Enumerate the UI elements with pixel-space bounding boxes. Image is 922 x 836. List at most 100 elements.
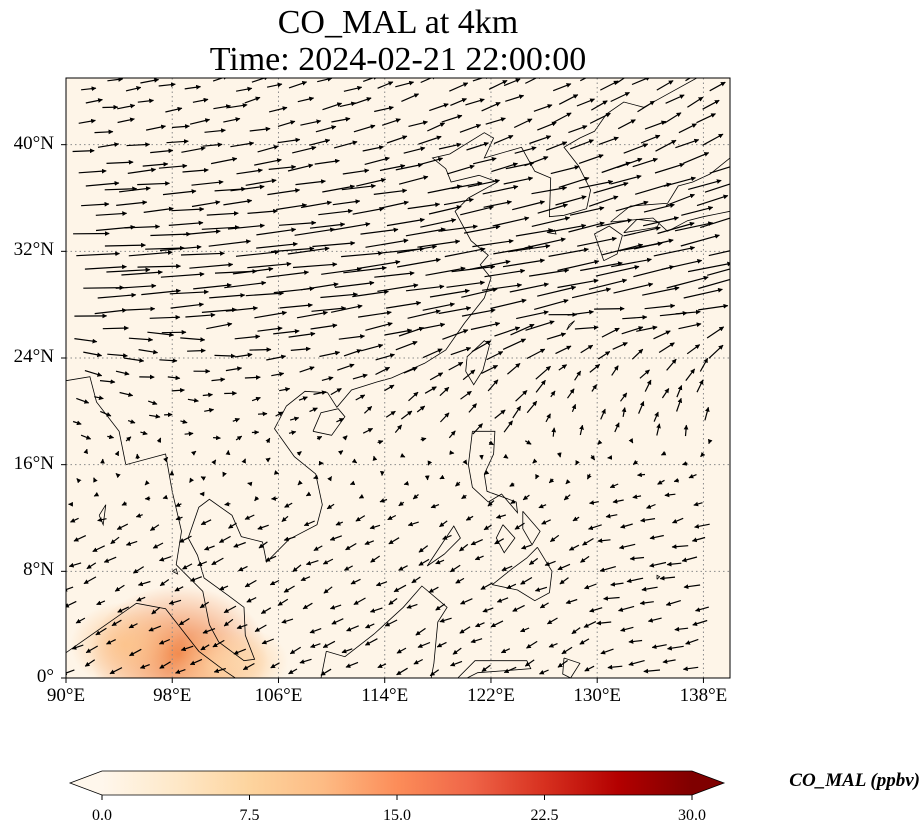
wind-arrow xyxy=(358,493,365,499)
wind-arrow xyxy=(289,646,302,655)
wind-arrow xyxy=(524,659,535,667)
wind-arrow xyxy=(609,483,619,489)
wind-arrow xyxy=(661,259,703,270)
wind-arrow xyxy=(535,379,546,393)
wind-arrow xyxy=(190,576,203,582)
wind-arrow xyxy=(438,306,472,315)
wind-arrow xyxy=(150,524,160,531)
wind-arrow xyxy=(472,156,497,165)
wind-arrow xyxy=(270,246,315,253)
wind-arrow xyxy=(529,557,539,566)
wind-arrow xyxy=(550,390,556,398)
co-hotspot xyxy=(70,601,182,678)
wind-arrow xyxy=(681,206,714,216)
wind-arrow xyxy=(522,494,530,501)
wind-arrow xyxy=(343,265,387,274)
wind-arrow xyxy=(129,648,142,657)
wind-arrow xyxy=(321,376,334,381)
wind-arrow xyxy=(223,198,253,206)
wind-arrow xyxy=(674,626,689,632)
wind-arrow xyxy=(400,410,413,420)
latitude-label: 32°N xyxy=(13,239,54,261)
wind-arrow xyxy=(97,292,137,299)
wind-arrow xyxy=(278,220,317,226)
wind-arrow xyxy=(213,104,231,110)
wind-arrow xyxy=(145,245,185,251)
wind-arrow xyxy=(331,116,351,123)
wind-arrow xyxy=(261,638,275,645)
wind-arrow xyxy=(92,545,105,553)
wind-arrow xyxy=(550,165,580,175)
wind-arrow xyxy=(475,622,485,628)
wind-arrow xyxy=(495,514,506,519)
wind-arrow xyxy=(202,392,213,398)
wind-arrow xyxy=(595,265,640,277)
wind-arrow xyxy=(408,391,419,402)
wind-arrow xyxy=(388,598,398,606)
wind-arrow xyxy=(610,174,642,185)
wind-arrow xyxy=(161,329,187,335)
wind-arrow xyxy=(583,621,597,628)
wind-arrow xyxy=(615,200,649,212)
wind-arrow xyxy=(85,180,120,187)
wind-arrow xyxy=(260,607,272,615)
wind-arrow xyxy=(72,420,82,426)
wind-arrow xyxy=(387,514,397,521)
wind-arrow xyxy=(78,168,107,174)
wind-arrow xyxy=(266,270,309,278)
wind-arrow xyxy=(189,118,211,125)
wind-arrow xyxy=(403,480,410,486)
wind-arrow xyxy=(657,479,665,485)
wind-arrow xyxy=(364,638,378,646)
wind-arrow xyxy=(584,583,597,590)
wind-arrow xyxy=(379,200,409,209)
wind-arrow xyxy=(191,450,197,456)
wind-arrow xyxy=(212,78,229,82)
wind-arrow xyxy=(342,168,370,175)
wind-arrow xyxy=(299,658,312,664)
wind-arrow xyxy=(95,627,107,636)
wind-arrow xyxy=(590,100,608,111)
wind-arrow xyxy=(695,606,709,612)
wind-arrow xyxy=(417,239,461,248)
wind-arrow xyxy=(548,247,589,257)
wind-arrow xyxy=(412,494,419,500)
wind-arrow xyxy=(441,114,463,123)
wind-arrow xyxy=(565,598,578,605)
wind-arrow xyxy=(481,364,499,374)
wind-arrow xyxy=(246,597,257,603)
wind-arrow xyxy=(200,476,207,481)
wind-arrow xyxy=(244,375,261,380)
wind-arrow xyxy=(603,596,620,601)
wind-arrow xyxy=(300,282,339,291)
wind-arrow xyxy=(184,84,201,90)
wind-arrow xyxy=(238,565,248,572)
wind-arrow xyxy=(107,78,124,82)
coastline-segment xyxy=(426,525,461,567)
wind-arrow xyxy=(343,565,353,571)
wind-arrow xyxy=(287,163,314,172)
wind-arrow xyxy=(555,345,572,355)
wind-arrow xyxy=(305,491,312,497)
wind-arrow xyxy=(638,401,645,414)
wind-arrow xyxy=(249,347,272,353)
wind-arrow xyxy=(323,586,333,594)
wind-arrow xyxy=(171,124,190,129)
wind-arrow xyxy=(95,211,128,216)
wind-arrow xyxy=(428,586,439,593)
wind-arrow xyxy=(283,585,295,593)
colorbar-tick-label: 30.0 xyxy=(678,807,706,824)
wind-arrow xyxy=(459,626,471,634)
wind-arrow xyxy=(363,405,373,414)
wind-arrow xyxy=(657,221,695,235)
wind-arrow xyxy=(580,555,590,563)
wind-arrow xyxy=(628,639,643,644)
wind-arrow xyxy=(257,411,268,417)
wind-arrow xyxy=(666,275,709,289)
wind-arrow xyxy=(644,379,652,392)
wind-arrow xyxy=(281,515,289,523)
coastline-segment xyxy=(467,430,519,514)
wind-arrow xyxy=(341,250,383,258)
wind-arrow xyxy=(534,298,569,310)
wind-arrow xyxy=(503,78,521,87)
